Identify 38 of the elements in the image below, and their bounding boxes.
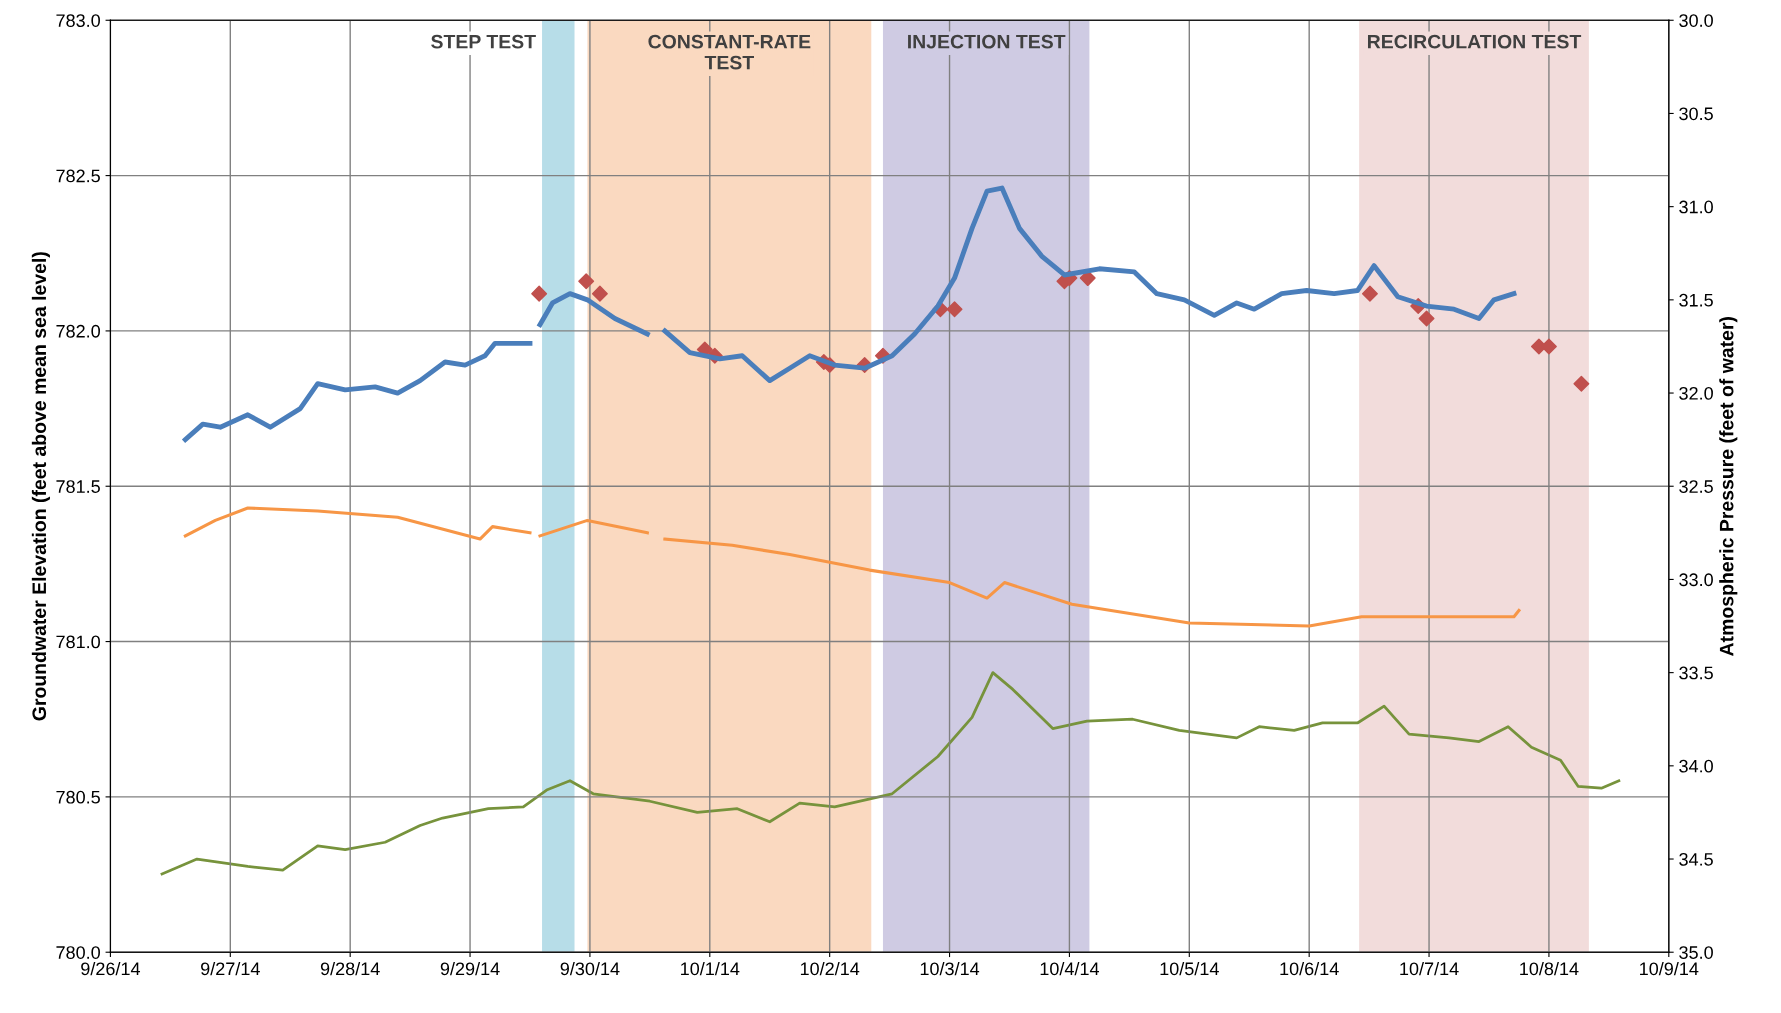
y-tick-label: 780.5: [56, 790, 100, 804]
band-label: STEP TEST: [431, 34, 536, 49]
x-tick-label: 10/4/14: [1040, 961, 1100, 976]
x-tick-label: 10/7/14: [1400, 961, 1459, 976]
y2-tick-label: 33.5: [1679, 666, 1713, 680]
y2-tick-label: 30.5: [1679, 107, 1713, 121]
x-tick-label: 10/9/14: [1640, 961, 1699, 976]
y-tick-label: 781.0: [56, 635, 100, 649]
y2-tick-label: 34.5: [1679, 852, 1713, 866]
y2-tick-label: 34.0: [1679, 759, 1713, 773]
x-tick-label: 10/5/14: [1160, 961, 1219, 976]
x-tick-label: 10/6/14: [1280, 961, 1339, 976]
x-tick-label: 10/2/14: [800, 961, 860, 976]
y-tick-label: 781.5: [56, 480, 100, 493]
x-tick-label: 9/29/14: [440, 961, 500, 976]
y2-tick-label: 35.0: [1679, 946, 1713, 959]
y2-tick-label: 30.0: [1679, 14, 1713, 27]
x-tick-label: 10/8/14: [1520, 961, 1579, 976]
x-tick-label: 10/1/14: [681, 961, 740, 976]
x-tick-label: 9/30/14: [560, 961, 620, 976]
band-label: RECIRCULATION TEST: [1368, 34, 1582, 49]
band-label: CONSTANT-RATE TEST: [648, 34, 811, 70]
x-tick-label: 9/28/14: [320, 961, 380, 976]
y-tick-label: 783.0: [56, 14, 100, 27]
x-tick-label: 9/27/14: [201, 961, 260, 976]
y2-tick-label: 33.0: [1679, 573, 1713, 587]
y-axis-title: Groundwater Elevation (feet above mean sea level): [31, 252, 50, 721]
band-label: INJECTION TEST: [908, 34, 1066, 49]
y-tick-label: 782.5: [56, 169, 100, 183]
y2-tick-label: 31.5: [1679, 293, 1713, 307]
y-tick-label: 782.0: [56, 324, 100, 338]
y2-tick-label: 31.0: [1679, 200, 1713, 214]
x-tick-label: 10/3/14: [920, 961, 980, 976]
y2-tick-label: 32.0: [1679, 386, 1713, 400]
y2-tick-label: 32.5: [1679, 480, 1713, 493]
x-tick-label: 9/26/14: [81, 961, 141, 976]
y2-axis-title: Atmospheric Pressure (feet of water): [1719, 317, 1738, 656]
y-tick-label: 780.0: [56, 946, 100, 959]
